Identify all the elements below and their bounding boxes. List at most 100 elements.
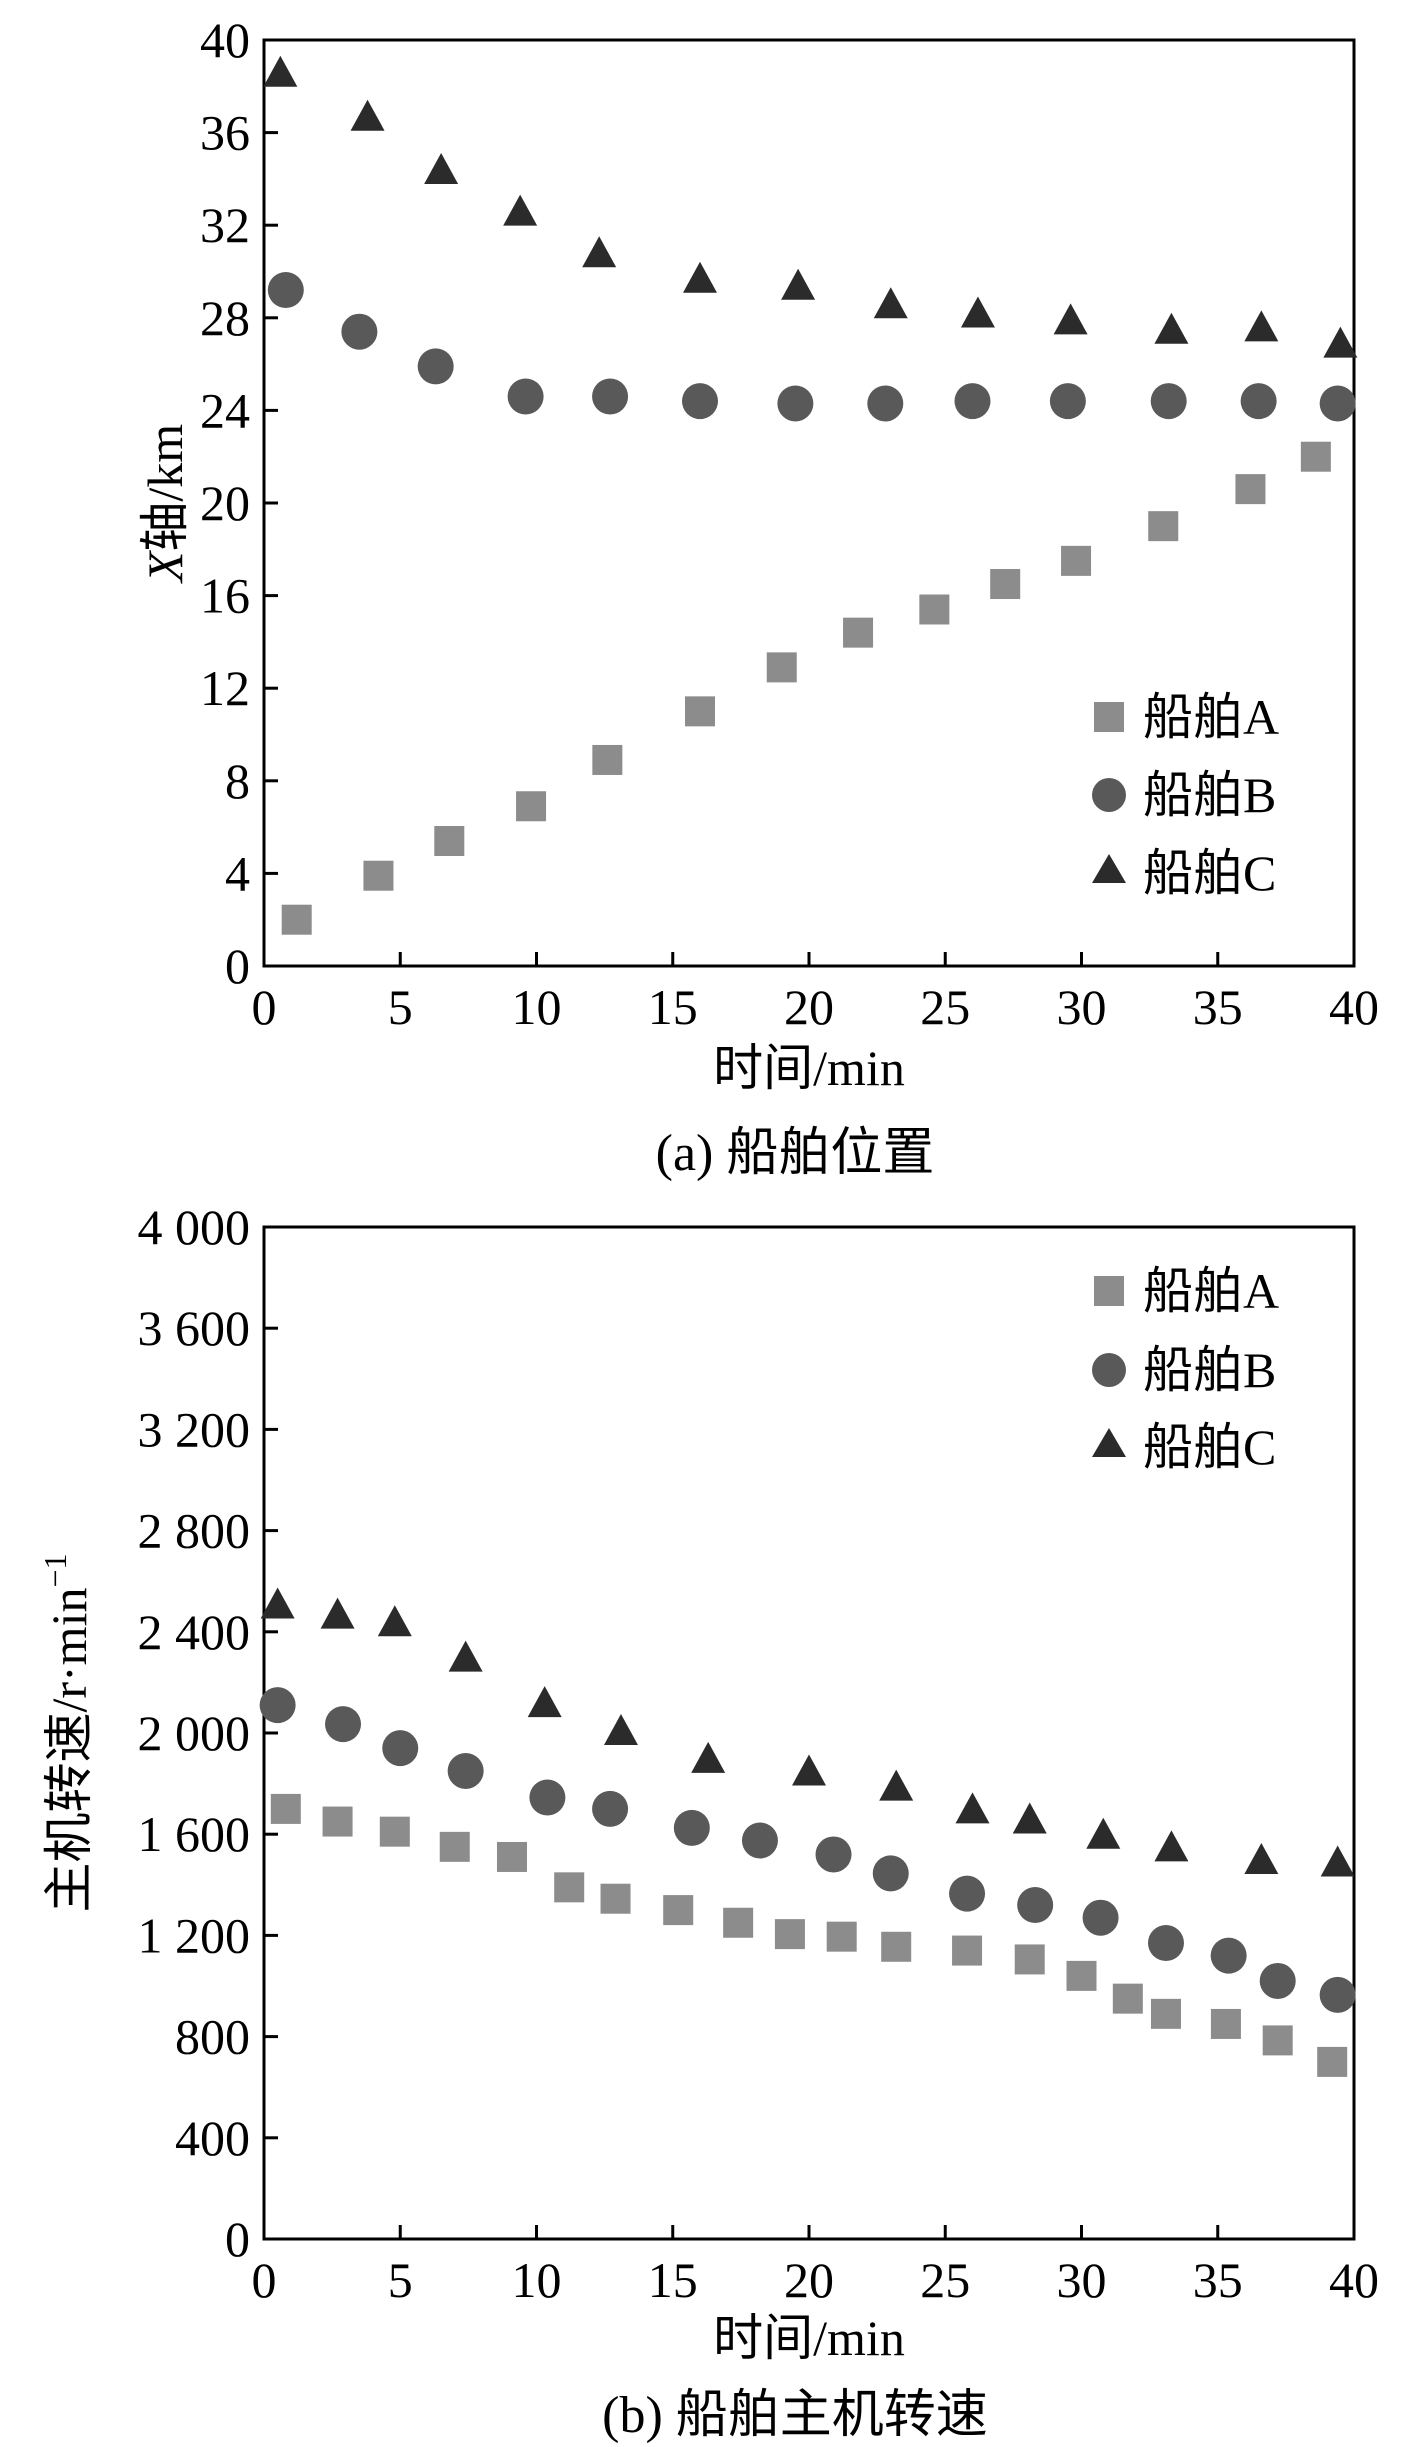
data-point-circle — [592, 378, 629, 415]
data-point-circle — [867, 385, 904, 422]
x-tick-label: 25 — [920, 979, 970, 1035]
data-point-triangle — [955, 1792, 990, 1824]
chart-caption: (b) 船舶主机转速 — [602, 2387, 988, 2444]
data-point-triangle — [377, 1605, 412, 1637]
x-tick-label: 10 — [512, 979, 562, 1035]
data-point-circle — [592, 1790, 629, 1827]
data-point-circle — [673, 1809, 710, 1846]
data-point-triangle — [350, 99, 385, 131]
x-tick-label: 40 — [1329, 979, 1379, 1035]
x-tick-label: 20 — [784, 2252, 834, 2308]
data-point-triangle — [960, 296, 995, 328]
data-point-square — [1235, 474, 1266, 505]
data-point-circle — [267, 272, 304, 309]
x-tick-label: 15 — [648, 2252, 698, 2308]
x-tick-label: 15 — [648, 979, 698, 1035]
data-point-triangle — [1323, 326, 1358, 358]
data-point-triangle — [1244, 1843, 1279, 1875]
data-point-triangle — [1154, 1830, 1189, 1862]
data-point-triangle — [260, 1587, 295, 1619]
data-point-square — [1148, 511, 1179, 542]
data-point-square — [516, 791, 547, 822]
data-point-triangle — [582, 236, 617, 268]
x-axis-label: 时间/min — [713, 2310, 905, 2366]
data-points — [263, 55, 1358, 935]
data-point-circle — [417, 348, 454, 385]
data-point-circle — [1147, 1924, 1184, 1961]
y-tick-label: 1 200 — [138, 1907, 251, 1963]
x-tick-label: 20 — [784, 979, 834, 1035]
y-tick-label: 2 000 — [138, 1705, 251, 1761]
y-tick-label: 32 — [200, 197, 250, 253]
data-point-triangle — [263, 55, 298, 87]
data-point-square — [1317, 2046, 1348, 2077]
data-point-square — [434, 825, 465, 856]
y-axis-label: 主机转速/r·min−1 — [37, 1553, 97, 1912]
data-point-circle — [1017, 1887, 1054, 1924]
data-point-triangle — [1012, 1802, 1047, 1834]
data-point-circle — [815, 1836, 852, 1873]
data-point-circle — [1259, 1962, 1296, 1999]
data-point-circle — [341, 313, 378, 350]
y-tick-label: 2 400 — [138, 1604, 251, 1660]
x-tick-label: 30 — [1057, 2252, 1107, 2308]
y-tick-label: 36 — [200, 105, 250, 161]
x-tick-label: 40 — [1329, 2252, 1379, 2308]
axis-ticks — [262, 38, 1356, 968]
x-axis-label: 时间/min — [713, 1040, 905, 1096]
data-point-circle — [741, 1822, 778, 1859]
y-tick-label: 3 200 — [138, 1401, 251, 1457]
data-point-square — [554, 1872, 585, 1903]
y-tick-label: 2 800 — [138, 1503, 251, 1559]
data-point-square — [1150, 1998, 1181, 2029]
legend-label-ship-b: 船舶B — [1143, 1342, 1276, 1398]
data-point-square — [592, 744, 623, 775]
legend-label-ship-a: 船舶A — [1143, 1263, 1279, 1319]
x-tick-label: 25 — [920, 2252, 970, 2308]
data-point-square — [774, 1919, 805, 1950]
data-point-triangle — [1086, 1817, 1121, 1849]
legend-label-ship-a: 船舶A — [1143, 689, 1279, 745]
y-axis-label: X轴/km — [137, 424, 193, 584]
data-point-square — [600, 1883, 631, 1914]
data-point-circle — [325, 1706, 362, 1743]
y-tick-label: 1 600 — [138, 1806, 251, 1862]
data-point-square — [270, 1793, 301, 1824]
data-point-circle — [872, 1855, 909, 1892]
data-point-circle — [529, 1779, 566, 1816]
x-tick-label: 5 — [388, 979, 413, 1035]
data-point-triangle — [320, 1597, 355, 1629]
data-point-triangle — [792, 1754, 826, 1786]
y-tick-label: 40 — [200, 12, 250, 68]
data-point-circle — [1150, 383, 1187, 420]
chart-ship-position: 0 5 10 15 20 25 30 35 40 0 4 8 12 16 20 24 28 32 36 40 时间/m… — [137, 12, 1379, 1182]
tick-labels: 0 5 10 15 20 25 30 35 40 0 4 8 12 16 20 24 28 32 36 40 — [200, 12, 1379, 1035]
data-point-circle — [507, 378, 544, 415]
data-point-square — [1112, 1983, 1143, 2014]
data-point-circle — [447, 1752, 484, 1789]
data-point-circle — [682, 383, 718, 420]
data-point-triangle — [424, 152, 459, 184]
data-point-circle — [1319, 1976, 1356, 2013]
data-point-square — [1300, 441, 1331, 472]
y-tick-label: 24 — [200, 382, 250, 438]
data-point-square — [379, 1816, 410, 1847]
y-tick-label: 4 000 — [138, 1199, 251, 1255]
data-point-triangle — [683, 261, 717, 293]
data-point-circle — [949, 1875, 986, 1912]
y-tick-label: 800 — [175, 2009, 250, 2065]
data-point-square — [281, 904, 312, 935]
axis-ticks — [262, 1225, 1356, 2241]
x-tick-label: 30 — [1057, 979, 1107, 1035]
data-point-square — [663, 1895, 694, 1926]
data-point-circle — [1240, 383, 1277, 420]
legend-marker-circle — [1092, 1353, 1126, 1387]
legend-marker-triangle — [1092, 854, 1126, 883]
data-point-square — [826, 1921, 857, 1952]
data-point-triangle — [781, 268, 816, 300]
data-point-circle — [1319, 385, 1356, 422]
data-point-circle — [1082, 1899, 1119, 1936]
data-point-square — [496, 1841, 527, 1872]
data-point-square — [843, 617, 874, 648]
